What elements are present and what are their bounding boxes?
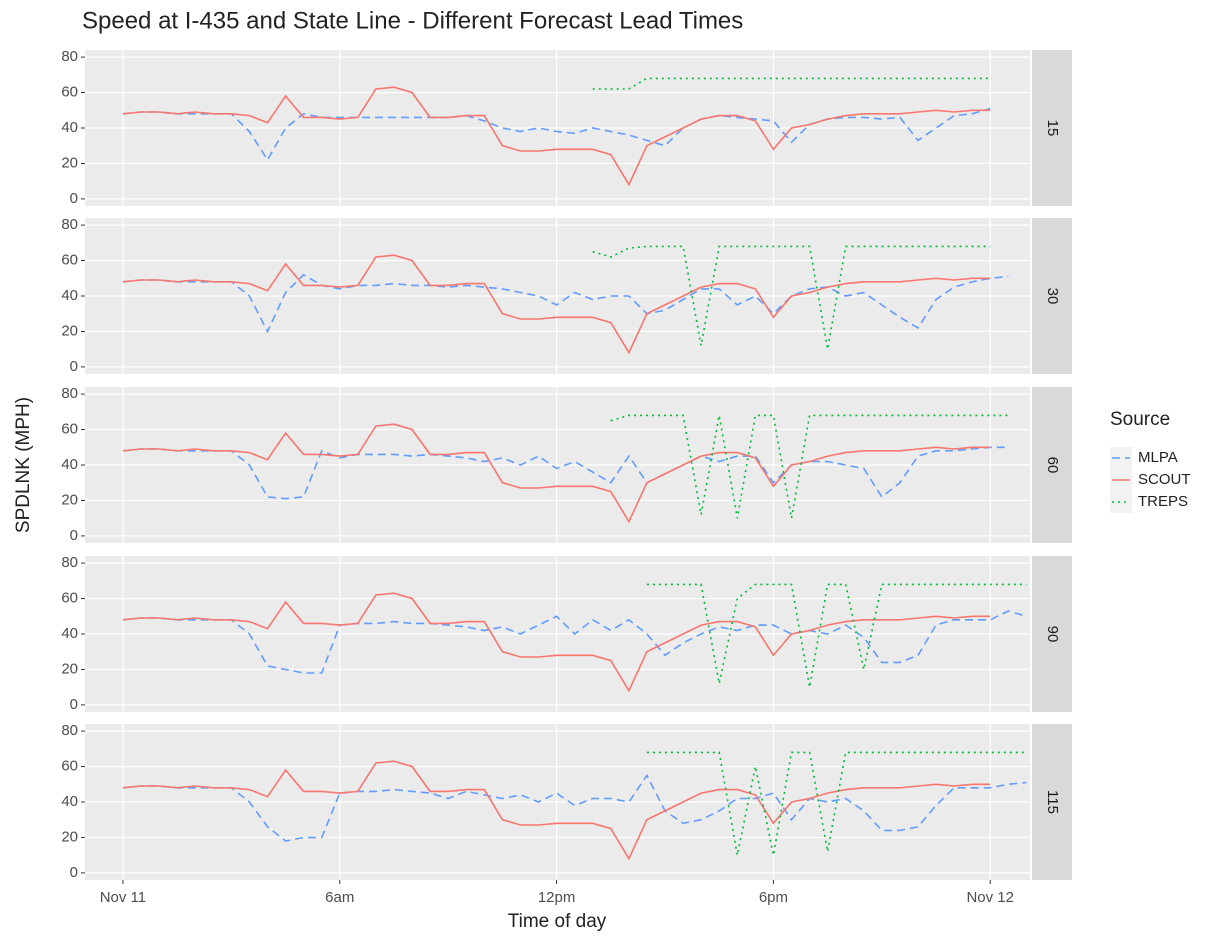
y-tick-label: 40 [61,625,78,642]
series-line [122,592,991,693]
facet-label: 15 [1044,120,1061,137]
y-tick-label: 60 [61,252,78,269]
x-tick-label: 6pm [759,889,788,906]
y-axis-label: SPDLNK (MPH) [13,397,34,533]
y-tick-label: 60 [61,421,78,438]
legend-title: Source [1110,409,1170,430]
x-tick-label: 6am [325,889,354,906]
y-tick-label: 0 [70,527,78,544]
x-tick-label: Nov 12 [966,889,1014,906]
y-tick-label: 60 [61,590,78,607]
y-tick-label: 60 [61,758,78,775]
y-tick-label: 0 [70,864,78,881]
y-tick-label: 20 [61,154,78,171]
series-line [122,610,1027,674]
x-tick-label: 12pm [538,889,576,906]
legend-key [1110,491,1132,513]
y-tick-label: 0 [70,696,78,713]
facet-label: 115 [1044,790,1061,814]
y-tick-label: 40 [61,119,78,136]
series-line [122,773,1027,842]
y-tick-label: 0 [70,358,78,375]
facet-strip [1032,724,1072,880]
series-line [122,107,991,162]
x-axis-label: Time of day [508,911,607,932]
series-line [592,245,991,350]
series-line [122,86,991,187]
x-tick-label: Nov 11 [100,889,146,906]
y-tick-label: 80 [61,216,78,233]
y-tick-label: 20 [61,322,78,339]
y-tick-label: 40 [61,793,78,810]
facet-strip [1032,218,1072,374]
y-tick-label: 40 [61,287,78,304]
facet-label: 90 [1044,626,1061,643]
series-line [122,273,1009,334]
series-line [122,423,991,524]
facet-strip [1032,50,1072,206]
y-tick-label: 80 [61,554,78,571]
legend-key [1110,447,1132,469]
legend-label: TREPS [1138,493,1188,510]
y-tick-label: 0 [70,190,78,207]
series-line [122,254,991,355]
y-tick-label: 60 [61,84,78,101]
facet-strip [1032,387,1072,543]
y-tick-label: 40 [61,456,78,473]
facet-label: 30 [1044,288,1061,305]
y-tick-label: 20 [61,828,78,845]
y-tick-label: 20 [61,660,78,677]
facet-label: 60 [1044,457,1061,474]
series-line [122,760,991,861]
y-tick-label: 80 [61,722,78,739]
y-tick-label: 20 [61,491,78,508]
facet-strip [1032,556,1072,712]
legend-label: SCOUT [1138,471,1191,488]
series-line [122,446,1009,500]
series-line [610,414,1009,519]
chart-title: Speed at I-435 and State Line - Differen… [82,7,743,34]
y-tick-label: 80 [61,48,78,65]
y-tick-label: 80 [61,385,78,402]
series-line [646,751,1027,856]
legend-label: MLPA [1138,449,1178,466]
